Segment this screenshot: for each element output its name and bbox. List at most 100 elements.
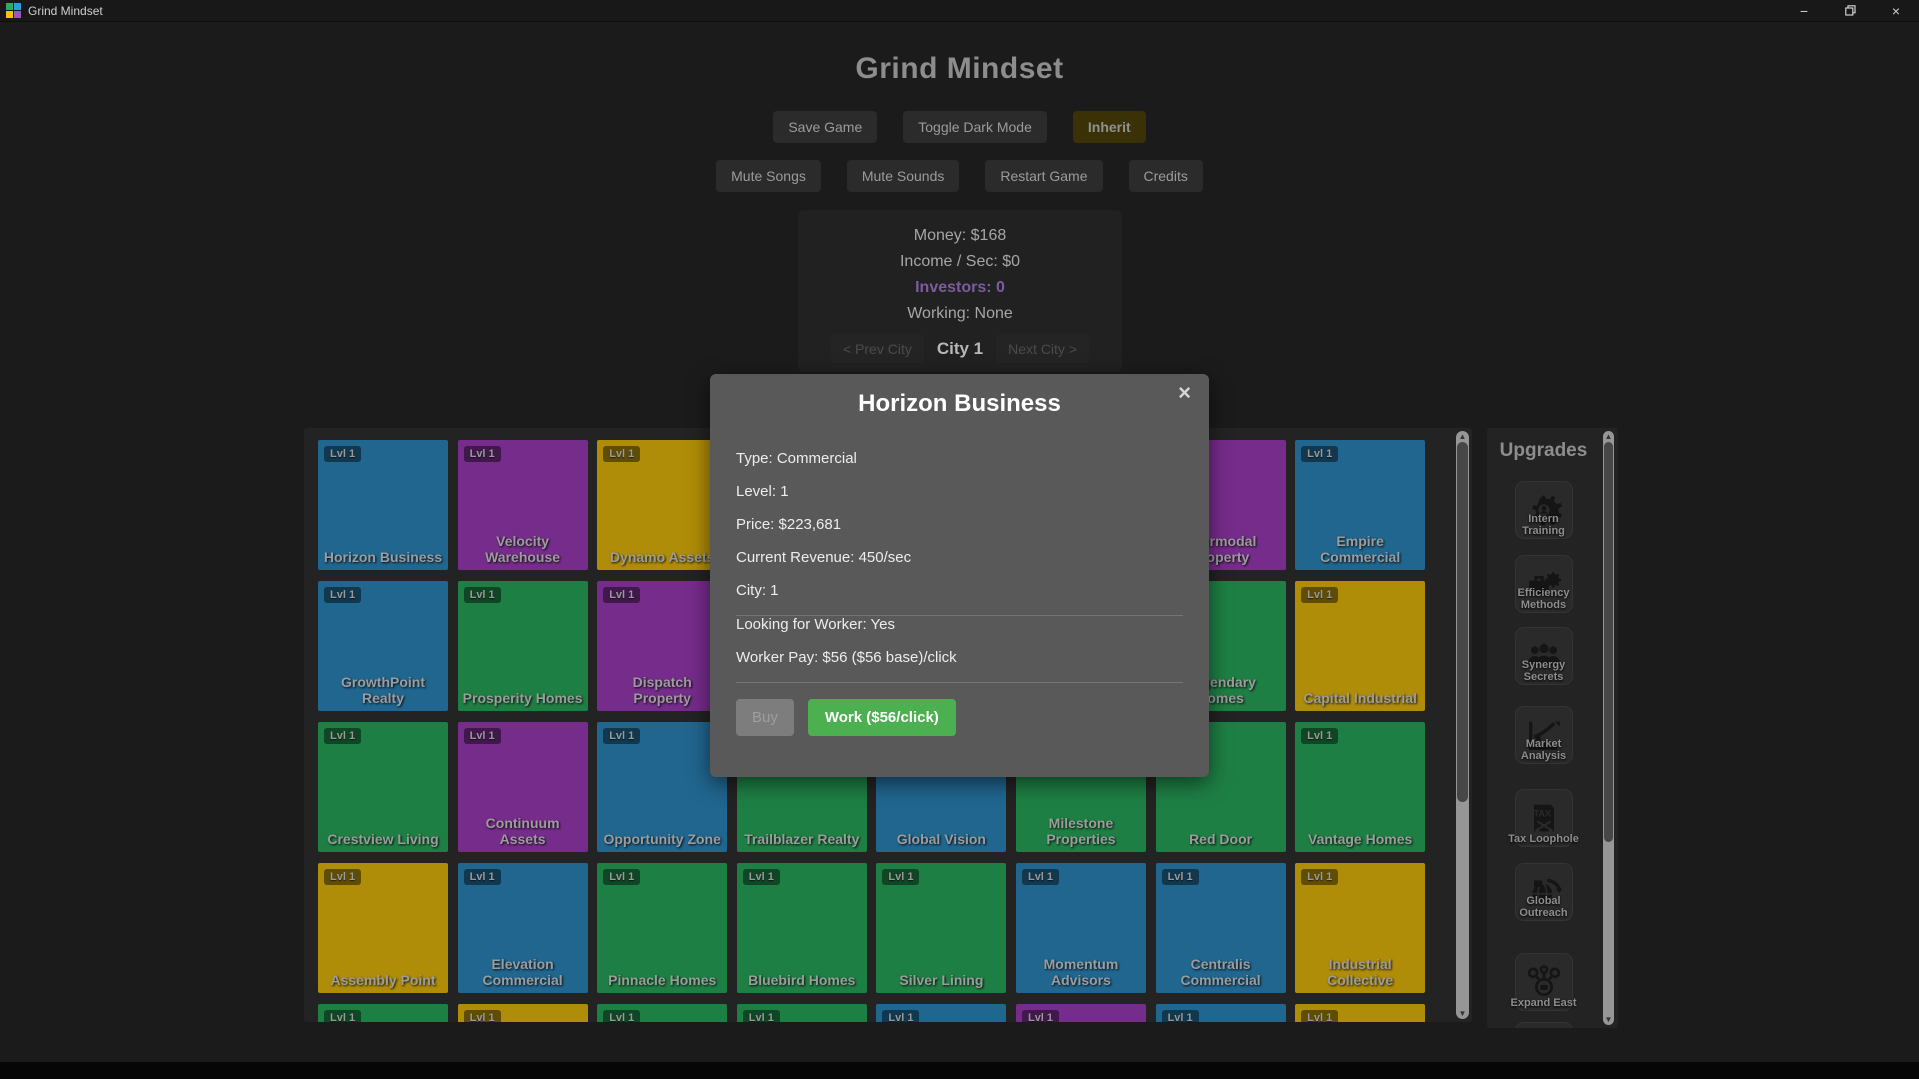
working-value: Working: None — [907, 305, 1013, 322]
restart-game-button[interactable]: Restart Game — [985, 160, 1103, 192]
page-title: Grind Mindset — [855, 52, 1064, 85]
modal-close-icon[interactable]: × — [1178, 380, 1191, 405]
business-name: Velocity Warehouse — [485, 533, 561, 565]
business-name: Centralis Commercial — [1180, 956, 1261, 988]
upgrade-item[interactable] — [1514, 1022, 1573, 1028]
business-name: GrowthPoint Realty — [341, 674, 425, 706]
board-scrollbar[interactable]: ▲ ▼ — [1456, 431, 1469, 1019]
level-badge: Lvl 1 — [603, 869, 641, 885]
buy-button[interactable]: Buy — [736, 699, 794, 736]
level-badge: Lvl 1 — [324, 587, 362, 603]
board-scrollbar-thumb[interactable] — [1457, 442, 1468, 802]
business-tile[interactable]: Lvl 1 GrowthPoint Realty — [318, 581, 448, 711]
level-badge: Lvl 1 — [324, 728, 362, 744]
scroll-down-icon[interactable]: ▼ — [1604, 1015, 1613, 1024]
business-price: Price: $223,681 — [736, 516, 842, 533]
restore-icon — [1844, 5, 1856, 16]
work-button[interactable]: Work ($56/click) — [807, 699, 956, 736]
business-name: Assembly Point — [330, 972, 436, 988]
prev-city-button[interactable]: < Prev City — [830, 334, 924, 363]
upgrades-scrollbar-thumb[interactable] — [1604, 442, 1613, 842]
level-badge: Lvl 1 — [1161, 1010, 1199, 1022]
close-button[interactable]: × — [1891, 2, 1901, 19]
city-navigation: < Prev City City 1 Next City > — [798, 334, 1122, 363]
next-city-button[interactable]: Next City > — [996, 334, 1089, 363]
upgrades-scrollbar[interactable]: ▲ ▼ — [1603, 431, 1614, 1025]
credits-button[interactable]: Credits — [1128, 160, 1203, 192]
upgrade-item-synergy-secrets[interactable]: Synergy Secrets — [1514, 627, 1573, 685]
scroll-down-icon[interactable]: ▼ — [1458, 1009, 1467, 1018]
business-tile[interactable]: Lvl 1 Crestview Living — [318, 722, 448, 852]
people-group-icon — [1516, 1023, 1572, 1028]
business-name: Opportunity Zone — [603, 831, 721, 847]
business-tile[interactable]: Lvl 1 Capital Industrial — [1295, 581, 1426, 711]
toggle-dark-mode-button[interactable]: Toggle Dark Mode — [903, 111, 1047, 143]
business-name: Dynamo Assets — [609, 549, 715, 565]
business-city: City: 1 — [736, 582, 779, 599]
mute-sounds-button[interactable]: Mute Sounds — [846, 160, 960, 192]
window-bottom-edge — [0, 1062, 1919, 1079]
scroll-up-icon[interactable]: ▲ — [1604, 432, 1613, 441]
header-buttons-row-2: Mute Songs Mute Sounds Restart Game Cred… — [0, 160, 1919, 192]
business-name: Trailblazer Realty — [744, 831, 860, 847]
business-tile[interactable]: Lvl 1 Dynamo Assets — [597, 440, 728, 570]
business-name: Capital Industrial — [1303, 690, 1417, 706]
business-name: Empire Commercial — [1320, 533, 1401, 565]
globe-arrows-icon — [1516, 864, 1572, 920]
business-tile[interactable]: Lvl 1 Momentum Advisors — [1015, 863, 1146, 993]
business-tile[interactable]: Lvl 1 — [1015, 1004, 1146, 1022]
inherit-button[interactable]: Inherit — [1072, 111, 1146, 143]
business-tile[interactable]: Lvl 1 Horizon Business — [318, 440, 448, 570]
maximize-button[interactable] — [1827, 0, 1873, 21]
chart-growth-icon — [1516, 707, 1572, 763]
business-tile[interactable]: Lvl 1 — [1155, 1004, 1286, 1022]
level-badge: Lvl 1 — [1161, 869, 1199, 885]
business-tile[interactable]: Lvl 1 Dispatch Property — [597, 581, 728, 711]
business-name: Bluebird Homes — [748, 972, 856, 988]
business-tile[interactable]: Lvl 1 Empire Commercial — [1295, 440, 1426, 570]
divider — [736, 615, 1183, 616]
minimize-button[interactable]: − — [1799, 2, 1809, 19]
business-tile[interactable]: Lvl 1 Vantage Homes — [1295, 722, 1426, 852]
upgrade-item-expand-east[interactable]: Expand East — [1510, 953, 1577, 1011]
business-tile[interactable]: Lvl 1 Centralis Commercial — [1155, 863, 1286, 993]
level-badge: Lvl 1 — [603, 1010, 641, 1022]
business-name: Prosperity Homes — [462, 690, 583, 706]
business-tile[interactable]: Lvl 1 — [876, 1004, 1007, 1022]
window-title: Grind Mindset — [28, 3, 103, 18]
business-tile[interactable]: Lvl 1 — [597, 1004, 728, 1022]
upgrade-item-global-outreach[interactable]: Global Outreach — [1514, 863, 1573, 921]
business-tile[interactable]: Lvl 1 — [736, 1004, 867, 1022]
business-tile[interactable]: Lvl 1 Assembly Point — [318, 863, 448, 993]
business-name: Horizon Business — [323, 549, 443, 565]
business-tile[interactable]: Lvl 1 Elevation Commercial — [457, 863, 588, 993]
save-game-button[interactable]: Save Game — [773, 111, 878, 143]
upgrade-item-tax-loophole[interactable]: TAX Tax Loophole — [1508, 789, 1579, 847]
upgrades-panel: Upgrades Intern Training Efficiency Metho… — [1487, 428, 1618, 1028]
business-tile[interactable]: Lvl 1 Prosperity Homes — [457, 581, 588, 711]
upgrade-item-intern-training[interactable]: Intern Training — [1514, 481, 1573, 539]
gear-person-icon — [1516, 482, 1572, 538]
scroll-up-icon[interactable]: ▲ — [1458, 432, 1467, 441]
business-tile[interactable]: Lvl 1 — [457, 1004, 588, 1022]
business-tile[interactable]: Lvl 1 Velocity Warehouse — [457, 440, 588, 570]
level-badge: Lvl 1 — [324, 869, 362, 885]
mute-songs-button[interactable]: Mute Songs — [716, 160, 821, 192]
business-tile[interactable]: Lvl 1 Opportunity Zone — [597, 722, 728, 852]
business-tile[interactable]: Lvl 1 — [318, 1004, 448, 1022]
business-tile[interactable]: Lvl 1 Industrial Collective — [1295, 863, 1426, 993]
business-tile[interactable]: Lvl 1 Silver Lining — [876, 863, 1007, 993]
modal-title: Horizon Business — [858, 390, 1061, 417]
level-badge: Lvl 1 — [603, 587, 641, 603]
divider — [736, 682, 1183, 683]
upgrades-title: Upgrades — [1499, 440, 1588, 461]
business-tile[interactable]: Lvl 1 Bluebird Homes — [736, 863, 867, 993]
upgrade-item-efficiency-methods[interactable]: Efficiency Methods — [1514, 555, 1573, 613]
business-tile[interactable]: Lvl 1 — [1295, 1004, 1426, 1022]
business-tile[interactable]: Lvl 1 Pinnacle Homes — [597, 863, 728, 993]
investors-value: Investors: 0 — [915, 279, 1005, 296]
upgrade-label: Tax Loophole — [1508, 833, 1579, 845]
business-name: Continuum Assets — [485, 815, 560, 847]
upgrade-item-market-analysis[interactable]: Market Analysis — [1514, 706, 1573, 764]
business-tile[interactable]: Lvl 1 Continuum Assets — [457, 722, 588, 852]
